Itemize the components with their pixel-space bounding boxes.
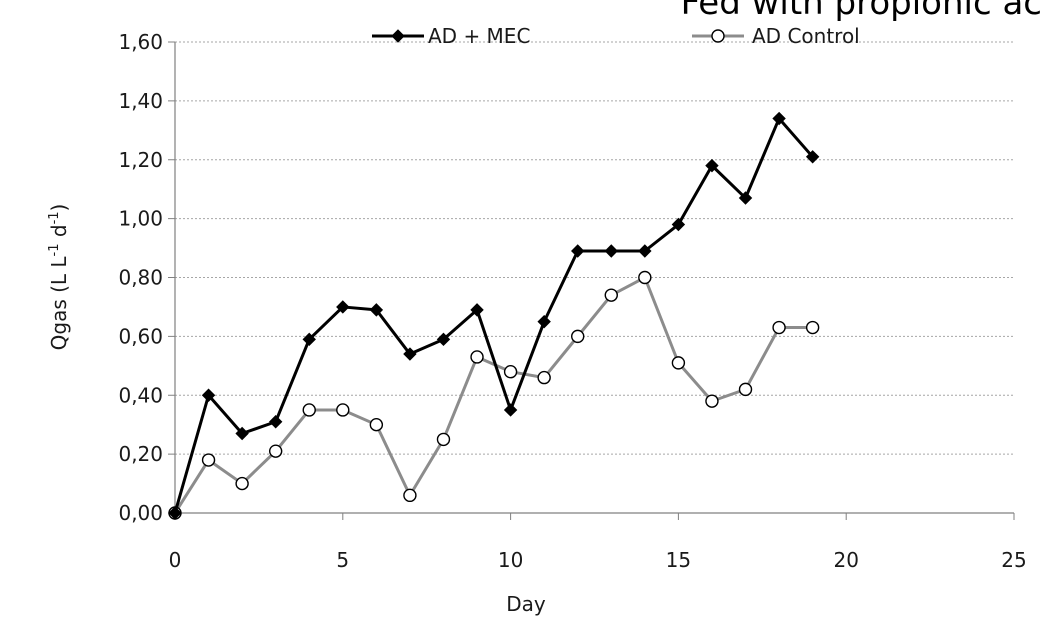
data-point-circle [537, 370, 551, 385]
legend: AD + MEC AD Control [372, 24, 860, 48]
data-point-circle [711, 29, 725, 43]
data-point-circle [302, 403, 316, 417]
legend-label: AD + MEC [428, 24, 530, 48]
data-point-diamond [604, 244, 618, 258]
y-tick-label: 0,00 [118, 501, 163, 525]
data-point-diamond [470, 303, 484, 317]
data-point-circle [738, 382, 753, 397]
data-point-circle [638, 270, 652, 285]
data-point-circle [369, 417, 384, 432]
data-point-diamond [403, 347, 417, 361]
data-point-circle [503, 365, 518, 379]
y-tick-label: 1,60 [118, 30, 163, 54]
x-tick-label: 5 [336, 548, 349, 572]
data-point-diamond [705, 158, 719, 173]
x-tick-label: 25 [1001, 548, 1026, 572]
data-point-circle [772, 320, 786, 335]
data-point-diamond [302, 332, 316, 347]
x-tick-label: 20 [833, 548, 858, 572]
data-point-circle [403, 488, 417, 503]
data-point-diamond [638, 244, 652, 258]
data-point-diamond [571, 244, 585, 258]
data-point-diamond [391, 29, 405, 43]
y-axis-title-sup1: -1 [47, 243, 62, 256]
series-ad-mec [168, 111, 820, 520]
y-axis-title-main: Qgas (L L [47, 256, 71, 351]
x-tick-label: 10 [498, 548, 523, 572]
series-ad-control [168, 270, 820, 520]
x-tick-label: 15 [666, 548, 691, 572]
y-tick-label: 1,20 [118, 148, 163, 172]
legend-item: AD Control [692, 24, 860, 48]
data-point-circle [604, 288, 618, 302]
x-tick-label: 0 [169, 548, 182, 572]
y-axis-title: Qgas (L L-1 d-1) [47, 204, 71, 351]
axes: 0,00 0,20 0,40 0,60 0,80 1,00 1,20 1,40 1,60 0 5 10… [118, 30, 1026, 572]
y-axis-title-end: ) [47, 204, 71, 212]
y-tick-label: 1,00 [118, 207, 163, 231]
data-point-diamond [201, 388, 216, 402]
chart-title: Fed with propionic ac [681, 0, 1042, 23]
series-line [173, 117, 814, 514]
data-point-diamond [503, 403, 518, 417]
y-axis-title-sup2: -1 [47, 211, 62, 224]
x-axis-title: Day [506, 592, 546, 616]
data-point-diamond [805, 150, 820, 164]
data-point-circle [436, 432, 451, 447]
data-point-circle [671, 356, 686, 370]
data-point-diamond [671, 217, 686, 232]
series-layer [168, 111, 820, 520]
data-point-diamond [268, 415, 283, 429]
data-point-circle [470, 350, 484, 364]
y-tick-label: 0,40 [118, 383, 163, 407]
y-tick-label: 1,40 [118, 89, 163, 113]
data-point-diamond [436, 332, 451, 347]
data-point-circle [268, 444, 283, 458]
y-tick-label: 0,60 [118, 324, 163, 348]
y-tick-label: 0,80 [118, 266, 163, 290]
data-point-circle [235, 476, 249, 491]
legend-label: AD Control [752, 24, 860, 48]
y-tick-label: 0,20 [118, 442, 163, 466]
data-point-circle [705, 394, 719, 408]
data-point-circle [201, 453, 216, 467]
y-axis-title-mid: d [47, 224, 71, 243]
data-point-diamond [772, 111, 786, 126]
data-point-diamond [235, 426, 249, 441]
data-point-diamond [369, 303, 384, 317]
data-point-diamond [168, 506, 182, 520]
data-point-diamond [537, 314, 551, 329]
data-point-diamond [738, 191, 753, 205]
data-point-circle [336, 403, 350, 417]
data-point-circle [805, 320, 820, 335]
legend-item: AD + MEC [372, 24, 530, 48]
data-point-circle [571, 329, 585, 344]
data-point-diamond [336, 300, 350, 314]
